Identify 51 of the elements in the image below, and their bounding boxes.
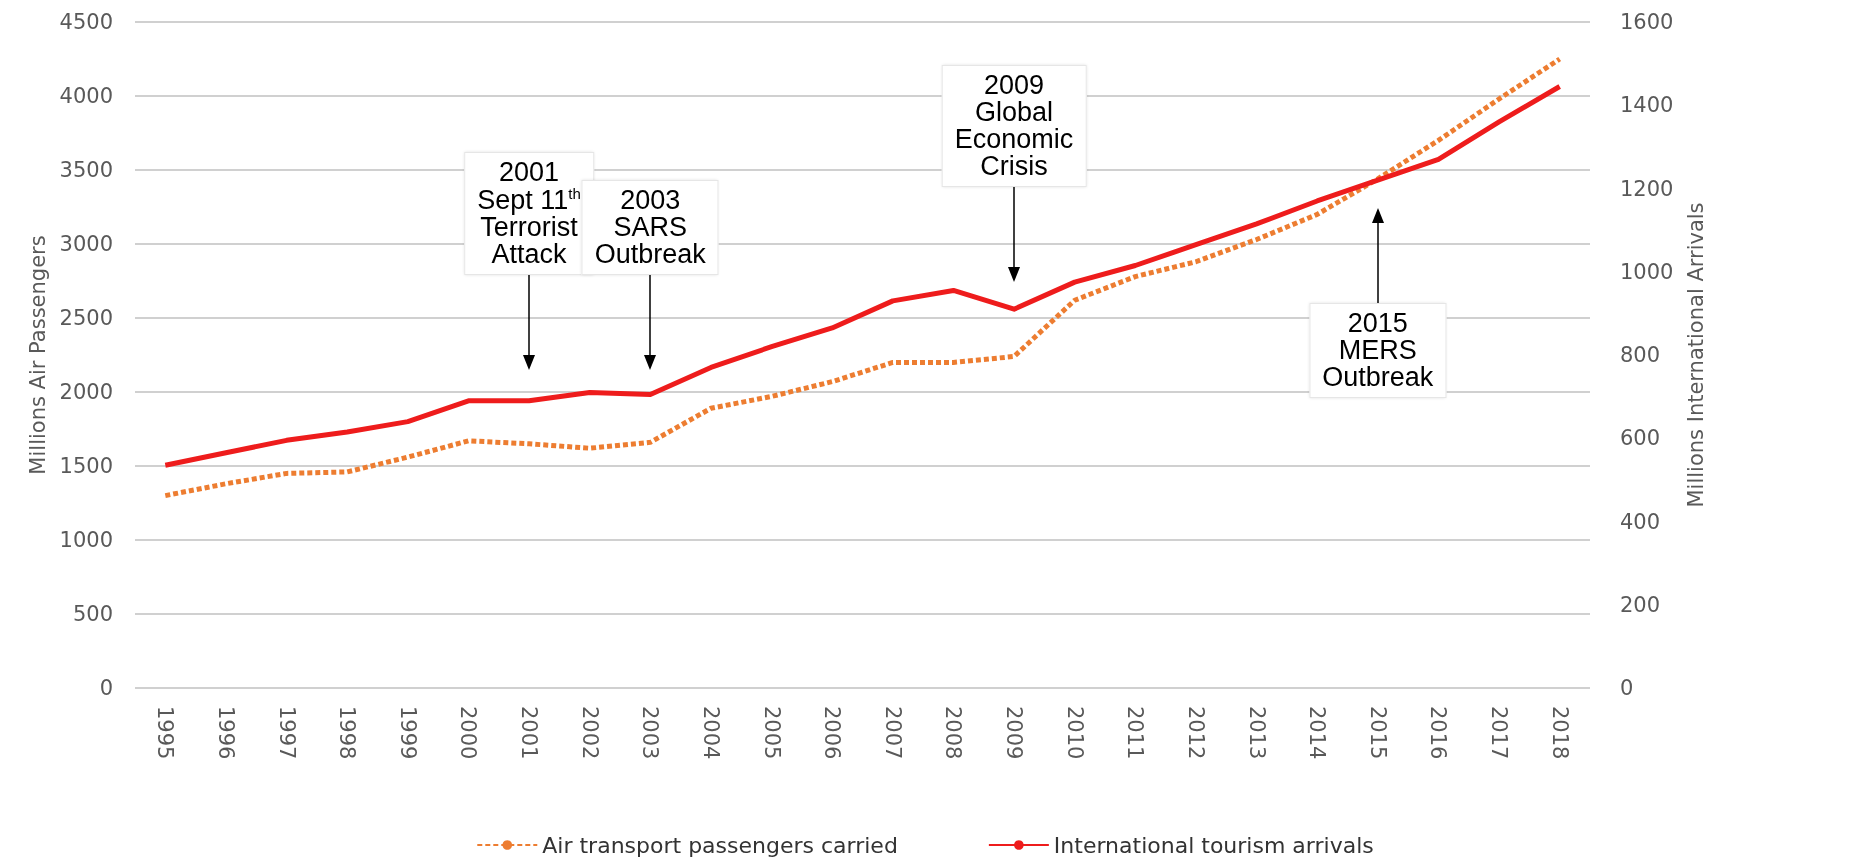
x-tick-label: 2015 — [1365, 706, 1390, 760]
y-tick-label: 2500 — [59, 306, 113, 330]
annotation: 2001 Sept 11$^{th}$ Terrorist Attack — [464, 151, 594, 275]
x-tick-label: 2016 — [1426, 706, 1451, 760]
x-tick-label: 1998 — [335, 706, 360, 760]
x-tick-label: 2004 — [698, 706, 723, 760]
x-tick-label: 2005 — [759, 706, 784, 760]
y-tick-label: 2000 — [59, 380, 113, 404]
x-tick-label: 1997 — [274, 706, 299, 760]
y-tick-label: 4000 — [59, 84, 113, 108]
y2-tick-label: 1000 — [1620, 259, 1674, 284]
x-tick-label: 2011 — [1123, 706, 1148, 760]
y-axis-title: Millions Air Passengers — [26, 235, 51, 475]
x-tick-label: 2010 — [1062, 706, 1087, 760]
y2-axis-title: Millions International Arrivals — [1683, 202, 1708, 508]
y2-tick-label: 400 — [1620, 509, 1661, 534]
x-tick-label: 2007 — [880, 706, 905, 760]
y-tick-label: 3500 — [59, 158, 113, 182]
x-tick-label: 2002 — [577, 706, 602, 760]
y2-tick-label: 200 — [1620, 592, 1661, 617]
y-tick-label: 3000 — [59, 232, 113, 256]
y2-tick-label: 0 — [1620, 676, 1634, 700]
x-tick-label: 1996 — [213, 706, 238, 760]
y-tick-label: 1500 — [59, 454, 113, 478]
y-tick-label: 4500 — [59, 10, 113, 34]
x-tick-label: 2003 — [638, 706, 663, 760]
x-tick-label: 2008 — [941, 706, 966, 760]
x-tick-label: 1999 — [395, 706, 420, 760]
x-tick-label: 2013 — [1244, 706, 1269, 760]
y2-tick-label: 1200 — [1620, 176, 1674, 201]
x-tick-label: 2006 — [820, 706, 845, 760]
annotation: 2015 MERS Outbreak — [1309, 303, 1447, 399]
legend-label: Air transport passengers carried — [542, 832, 898, 858]
x-tick-label: 2014 — [1305, 706, 1330, 760]
y2-tick-label: 800 — [1620, 343, 1661, 367]
x-tick-label: 2018 — [1547, 706, 1572, 760]
legend-label: International tourism arrivals — [1053, 832, 1374, 858]
annotation: 2003 SARS Outbreak — [581, 179, 719, 275]
annotation: 2009 Global Economic Crisis — [941, 65, 1087, 188]
x-tick-label: 2000 — [456, 706, 481, 760]
x-tick-label: 1995 — [153, 706, 178, 760]
x-tick-label: 2009 — [1002, 706, 1027, 760]
y-tick-label: 1000 — [59, 528, 113, 552]
x-tick-label: 2017 — [1487, 706, 1512, 760]
y-tick-label: 0 — [99, 676, 113, 700]
y2-tick-label: 600 — [1620, 426, 1661, 451]
y2-tick-label: 1400 — [1620, 93, 1674, 118]
x-tick-label: 2012 — [1183, 706, 1208, 760]
x-tick-label: 2001 — [517, 706, 542, 760]
y2-tick-label: 1600 — [1620, 10, 1674, 34]
y-tick-label: 500 — [72, 602, 113, 626]
